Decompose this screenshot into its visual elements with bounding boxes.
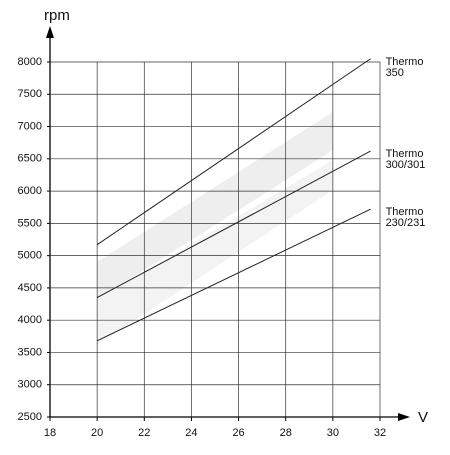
y-tick-label: 8000 <box>18 56 42 68</box>
y-tick-label: 3000 <box>18 379 42 391</box>
y-tick-label: 5000 <box>18 250 42 262</box>
series-label: Thermo 350 <box>385 55 424 79</box>
series-label: Thermo 300/301 <box>385 148 426 172</box>
x-tick-label: 32 <box>374 427 386 439</box>
tolerance-band <box>97 160 333 345</box>
y-tick-label: 3500 <box>18 346 42 358</box>
y-tick-label: 4500 <box>18 282 42 294</box>
y-tick-label: 4000 <box>18 314 42 326</box>
series-line <box>96 208 371 342</box>
x-axis-arrow <box>398 413 410 421</box>
x-tick-label: 18 <box>44 427 56 439</box>
series-line <box>96 58 371 246</box>
x-tick-label: 26 <box>232 427 244 439</box>
x-tick-label: 28 <box>280 427 292 439</box>
y-tick-label: 6500 <box>18 153 42 165</box>
y-axis-arrow <box>46 26 54 38</box>
x-tick-label: 30 <box>327 427 339 439</box>
y-tick-label: 7000 <box>18 120 42 132</box>
x-axis-label: V <box>418 409 428 426</box>
y-tick-label: 2500 <box>18 411 42 423</box>
y-tick-label: 5500 <box>18 217 42 229</box>
y-tick-label: 6000 <box>18 185 42 197</box>
y-tick-label: 7500 <box>18 88 42 100</box>
series-label: Thermo 230/231 <box>385 206 426 230</box>
x-tick-label: 20 <box>91 427 103 439</box>
series-line <box>96 150 371 299</box>
x-tick-label: 24 <box>185 427 197 439</box>
y-axis-label: rpm <box>44 7 70 24</box>
x-tick-label: 22 <box>138 427 150 439</box>
